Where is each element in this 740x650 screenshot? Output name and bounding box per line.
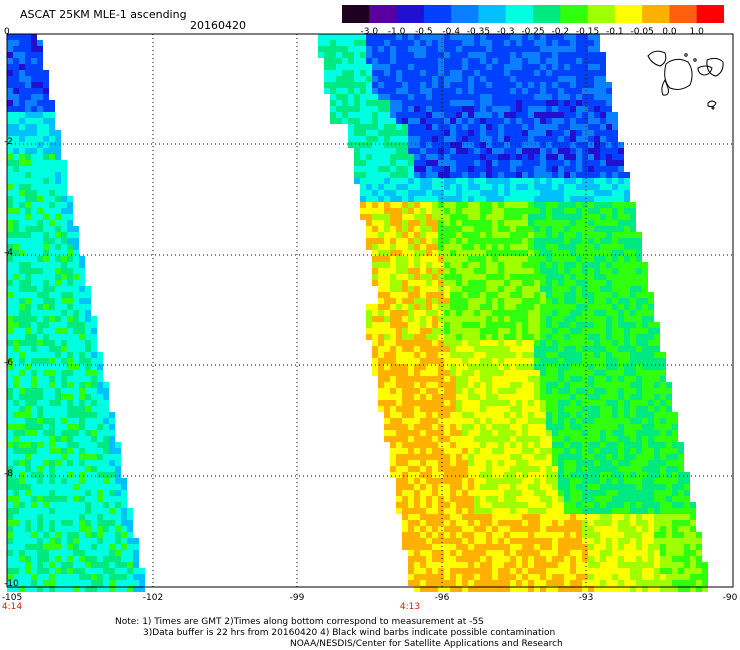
x-tick-label: -93	[578, 593, 594, 603]
colorbar-swatch	[451, 5, 480, 23]
colorbar-swatch	[505, 5, 534, 23]
y-tick-label: -10	[4, 579, 19, 589]
colorbar-label: 1.0	[689, 27, 704, 37]
colorbar-label: -0.15	[575, 27, 600, 37]
colorbar-swatch	[696, 5, 724, 23]
colorbar-swatch	[669, 5, 698, 23]
y-tick-label: -2	[4, 137, 13, 147]
x-tick-label: -96	[434, 593, 450, 603]
colorbar-label: -0.5	[415, 27, 433, 37]
colorbar-swatch	[423, 5, 452, 23]
note-line-1: Note: 1) Times are GMT 2)Times along bot…	[115, 617, 484, 627]
colorbar-label: -3.0	[360, 27, 379, 37]
colorbar-swatch	[560, 5, 589, 23]
chart-date: 20160420	[190, 19, 246, 32]
colorbar-swatch	[614, 5, 643, 23]
time-label: 4:14	[1, 602, 23, 612]
colorbar-label: -0.2	[551, 27, 570, 37]
colorbar-swatch	[587, 5, 616, 23]
galapagos-islands	[647, 50, 724, 110]
note-line-2: 3)Data buffer is 22 hrs from 20160420 4)…	[143, 628, 556, 638]
y-tick-label: -8	[4, 469, 13, 479]
x-tick-label: -102	[142, 593, 164, 603]
chart-title: ASCAT 25KM MLE-1 ascending	[20, 8, 187, 21]
time-label: 4:13	[399, 602, 421, 612]
mle-swaths	[7, 34, 708, 592]
y-tick-label: -6	[4, 358, 13, 368]
colorbar-label: -0.3	[496, 27, 515, 37]
colorbar-swatch	[342, 5, 370, 23]
map-frame	[6, 33, 734, 588]
lat-lon-grid	[7, 34, 733, 587]
colorbar-label: 0.0	[662, 27, 677, 37]
x-tick-label: -105	[1, 593, 23, 603]
colorbar-label: -1.0	[387, 27, 406, 37]
colorbar-label: -0.35	[466, 27, 491, 37]
colorbar-swatch	[642, 5, 671, 23]
colorbar-label: -0.4	[442, 27, 460, 37]
colorbar-swatch	[533, 5, 561, 23]
y-tick-label: 0	[4, 27, 10, 37]
colorbar-swatch	[396, 5, 425, 23]
colorbar-swatch	[478, 5, 507, 23]
y-tick-label: -4	[4, 248, 13, 258]
note-line-3: NOAA/NESDIS/Center for Satellite Applica…	[290, 639, 563, 649]
x-tick-label: -90	[722, 593, 738, 603]
x-tick-label: -99	[289, 593, 305, 603]
colorbar-label: -0.1	[606, 27, 624, 37]
colorbar	[342, 5, 724, 23]
colorbar-swatch	[369, 5, 398, 23]
colorbar-label: -0.25	[521, 27, 545, 37]
colorbar-label: -0.05	[630, 27, 654, 37]
